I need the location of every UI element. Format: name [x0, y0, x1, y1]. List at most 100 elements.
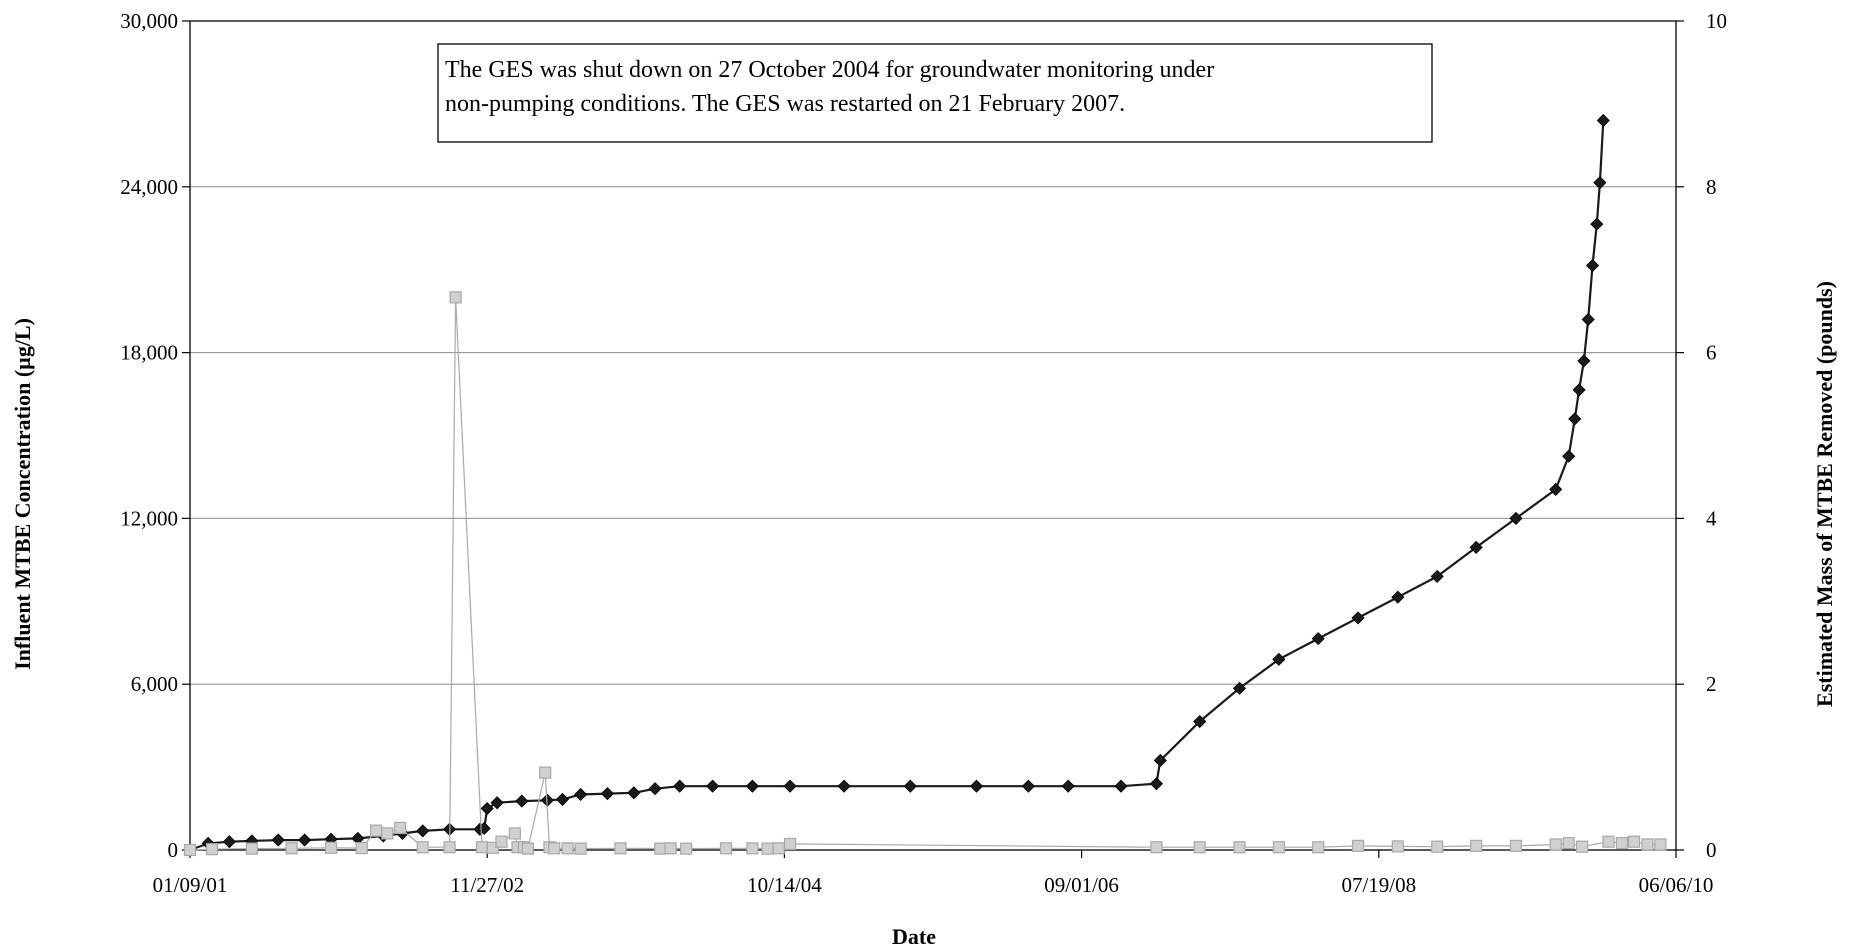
data-point — [416, 841, 429, 854]
y-left-tick-label: 6,000 — [131, 672, 178, 696]
data-point — [222, 835, 236, 849]
y-axis-left-title: Influent MTBE Concentration (µg/L) — [10, 318, 35, 670]
data-point — [1596, 113, 1610, 128]
data-point — [381, 827, 394, 840]
data-point — [1431, 840, 1444, 853]
data-point — [680, 842, 693, 855]
data-point — [1627, 835, 1641, 848]
data-point — [490, 796, 504, 810]
data-point — [515, 794, 529, 808]
series-line — [189, 120, 1605, 852]
plot-area-frame — [189, 20, 1677, 851]
data-point — [783, 837, 797, 851]
data-point — [1272, 841, 1285, 854]
data-point — [1061, 779, 1075, 793]
data-point — [1562, 449, 1576, 463]
data-point — [1590, 217, 1604, 231]
data-point — [1149, 777, 1164, 791]
data-point — [1581, 312, 1595, 327]
data-point — [416, 824, 430, 838]
data-point — [369, 824, 383, 837]
y-left-tick-label: 30,000 — [120, 9, 178, 33]
data-point — [394, 821, 407, 834]
data-point — [654, 842, 667, 855]
data-point — [1311, 632, 1325, 646]
y-right-tick-label: 2 — [1706, 672, 1717, 696]
data-point — [648, 782, 662, 796]
data-point — [1153, 753, 1167, 768]
data-point — [1351, 839, 1365, 852]
data-point — [521, 842, 534, 855]
x-tick-label: 11/27/02 — [450, 873, 524, 897]
x-tick-label: 07/19/08 — [1341, 873, 1416, 897]
data-point — [1654, 838, 1667, 851]
data-point — [561, 842, 574, 855]
data-point — [324, 841, 338, 854]
data-point — [664, 842, 677, 855]
data-point — [1585, 258, 1600, 273]
data-point — [443, 841, 456, 854]
y-axis-right-title: Estimated Mass of MTBE Removed (pounds) — [1812, 281, 1837, 707]
series-2 — [183, 291, 1667, 857]
data-point — [1114, 779, 1128, 793]
data-point — [475, 841, 489, 854]
axis-ticks — [182, 20, 1684, 858]
data-point — [600, 787, 615, 801]
gridlines — [190, 186, 1676, 685]
data-point — [746, 842, 759, 855]
data-point — [1549, 482, 1563, 496]
y-right-tick-label: 0 — [1706, 838, 1717, 862]
y-left-tick-label: 18,000 — [120, 341, 178, 365]
y-right-tick-label: 8 — [1706, 175, 1717, 199]
annotation-box: The GES was shut down on 27 October 2004… — [437, 43, 1433, 143]
data-point — [1193, 714, 1207, 729]
annotation-line-2: non-pumping conditions. The GES was rest… — [445, 91, 1125, 117]
data-point — [1469, 540, 1483, 554]
data-point — [495, 835, 508, 848]
data-point — [614, 842, 627, 855]
tick-labels: 0 6,000 12,000 18,000 24,000 30,000 0 2 4 6 8 10 01/… — [120, 9, 1727, 897]
y-right-tick-label: 10 — [1706, 9, 1727, 33]
data-point — [183, 843, 197, 857]
data-point — [1572, 383, 1586, 397]
data-point — [1351, 611, 1365, 625]
data-point — [1430, 569, 1444, 583]
data-point — [1509, 839, 1523, 852]
data-point — [673, 779, 687, 793]
x-tick-label: 01/09/01 — [153, 873, 228, 897]
data-point — [969, 779, 984, 793]
data-point — [627, 786, 641, 800]
data-point — [1193, 841, 1206, 854]
y-left-tick-label: 12,000 — [120, 506, 178, 530]
y-right-tick-label: 6 — [1706, 341, 1717, 365]
data-point — [903, 779, 917, 793]
data-point — [1593, 176, 1607, 190]
data-point — [783, 779, 797, 793]
data-point — [285, 842, 298, 855]
data-point — [1568, 412, 1582, 426]
data-point — [1576, 840, 1589, 853]
data-point — [1233, 841, 1246, 854]
x-axis-title: Date — [892, 924, 936, 949]
data-point — [271, 833, 285, 847]
data-point — [706, 779, 720, 793]
y-left-tick-label: 24,000 — [120, 175, 178, 199]
data-point — [761, 842, 774, 855]
data-point — [1021, 779, 1035, 793]
data-point — [1615, 836, 1629, 850]
data-point — [480, 801, 494, 816]
data-point — [1470, 839, 1483, 852]
series-layer — [183, 113, 1667, 857]
x-tick-label: 06/06/10 — [1639, 873, 1714, 897]
x-tick-label: 10/14/04 — [747, 873, 822, 897]
data-point — [508, 827, 521, 840]
annotation-line-1: The GES was shut down on 27 October 2004… — [445, 57, 1214, 83]
annotation-frame — [437, 43, 1433, 143]
data-point — [1509, 511, 1523, 525]
x-tick-label: 09/01/06 — [1044, 873, 1119, 897]
data-point — [1602, 835, 1615, 848]
data-point — [772, 842, 785, 855]
y-left-tick-label: 0 — [168, 838, 179, 862]
data-point — [205, 843, 219, 856]
